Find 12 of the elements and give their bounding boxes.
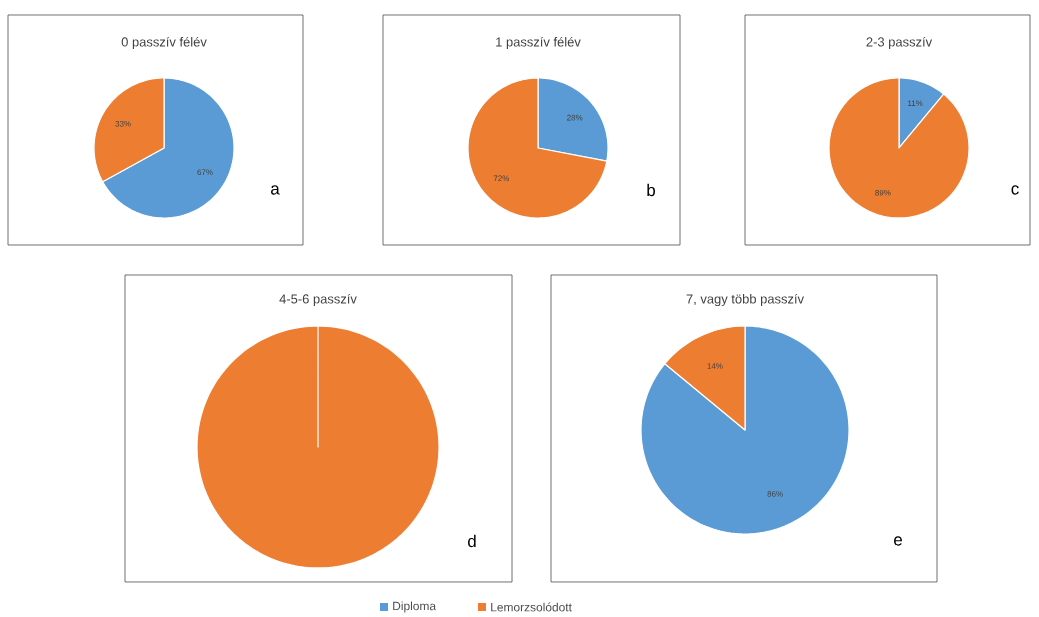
text: c <box>1011 185 1019 195</box>
text: b <box>647 183 656 197</box>
chart-title: 1 passzív félév <box>496 36 581 50</box>
chart-title: 2-3 passzív <box>866 36 933 50</box>
chart-title: 0 passzív félév <box>121 36 207 50</box>
legend-label: Lemorzsolódott <box>491 602 572 612</box>
text: a <box>271 185 280 195</box>
text: e <box>894 536 902 546</box>
chart-title: 7, vagy több passzív <box>686 293 804 307</box>
chart-title: 4-5-6 passzív <box>279 293 357 307</box>
legend-label: Diploma <box>393 601 437 613</box>
text: d <box>468 534 476 548</box>
